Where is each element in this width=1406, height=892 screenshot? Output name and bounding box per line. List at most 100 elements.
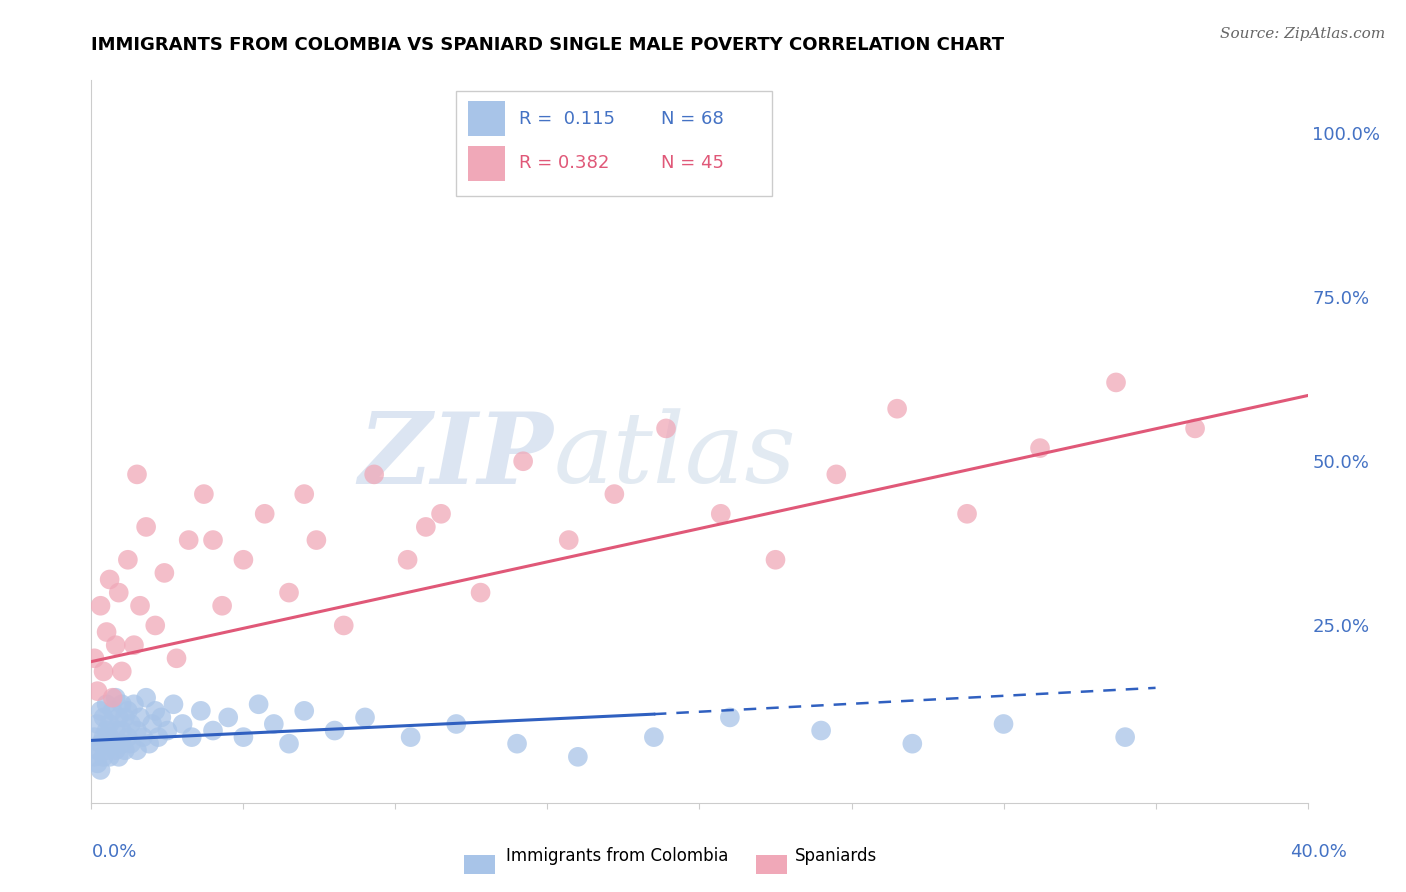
Point	[232, 730, 254, 744]
Point	[150, 710, 173, 724]
Point	[323, 723, 346, 738]
Point	[825, 467, 848, 482]
Point	[96, 698, 118, 712]
Point	[363, 467, 385, 482]
Text: R =  0.115: R = 0.115	[519, 110, 616, 128]
Text: 40.0%: 40.0%	[1291, 843, 1347, 861]
Point	[111, 698, 134, 712]
Point	[114, 710, 136, 724]
Point	[396, 553, 419, 567]
Point	[96, 625, 118, 640]
Point	[138, 737, 160, 751]
Point	[253, 507, 276, 521]
Point	[117, 704, 139, 718]
Point	[444, 717, 467, 731]
Point	[211, 599, 233, 613]
FancyBboxPatch shape	[468, 101, 505, 136]
Point	[643, 730, 665, 744]
Point	[166, 651, 188, 665]
Point	[98, 749, 121, 764]
Point	[111, 737, 134, 751]
Point	[332, 618, 354, 632]
FancyBboxPatch shape	[468, 146, 505, 181]
Point	[148, 730, 170, 744]
Point	[125, 723, 148, 738]
Point	[506, 737, 529, 751]
Point	[86, 743, 108, 757]
Point	[93, 749, 115, 764]
Point	[193, 487, 215, 501]
Point	[129, 599, 152, 613]
Point	[278, 737, 301, 751]
Point	[122, 638, 145, 652]
Point	[111, 665, 134, 679]
Point	[83, 651, 105, 665]
Text: 0.0%: 0.0%	[91, 843, 136, 861]
Point	[1105, 376, 1128, 390]
Point	[247, 698, 270, 712]
Point	[125, 467, 148, 482]
Point	[141, 717, 163, 731]
Point	[886, 401, 908, 416]
Point	[1114, 730, 1136, 744]
Point	[86, 717, 108, 731]
Point	[177, 533, 200, 547]
Point	[156, 723, 179, 738]
Point	[430, 507, 453, 521]
Text: N = 45: N = 45	[661, 154, 724, 172]
Point	[93, 710, 115, 724]
Point	[217, 710, 239, 724]
Point	[153, 566, 176, 580]
Point	[956, 507, 979, 521]
Point	[104, 638, 127, 652]
Point	[143, 618, 166, 632]
Point	[89, 599, 111, 613]
Point	[993, 717, 1015, 731]
Point	[107, 749, 129, 764]
Point	[172, 717, 194, 731]
Point	[558, 533, 581, 547]
Point	[292, 487, 315, 501]
Point	[129, 710, 152, 724]
Point	[125, 743, 148, 757]
Point	[117, 553, 139, 567]
Point	[114, 743, 136, 757]
Point	[202, 533, 225, 547]
Point	[710, 507, 733, 521]
Point	[765, 553, 787, 567]
Point	[101, 704, 124, 718]
Point	[107, 585, 129, 599]
Point	[603, 487, 626, 501]
Point	[93, 730, 115, 744]
Point	[232, 553, 254, 567]
Point	[120, 717, 142, 731]
Text: Spaniards: Spaniards	[794, 847, 876, 865]
Point	[305, 533, 328, 547]
Point	[86, 684, 108, 698]
Text: IMMIGRANTS FROM COLOMBIA VS SPANIARD SINGLE MALE POVERTY CORRELATION CHART: IMMIGRANTS FROM COLOMBIA VS SPANIARD SIN…	[91, 36, 1004, 54]
Text: Immigrants from Colombia: Immigrants from Colombia	[506, 847, 728, 865]
Point	[101, 690, 124, 705]
Point	[1029, 441, 1052, 455]
Point	[83, 730, 105, 744]
Point	[162, 698, 184, 712]
Text: N = 68: N = 68	[661, 110, 723, 128]
Point	[415, 520, 437, 534]
Point	[104, 723, 127, 738]
Point	[399, 730, 422, 744]
Point	[901, 737, 924, 751]
Text: ZIP: ZIP	[359, 408, 554, 504]
Point	[512, 454, 534, 468]
FancyBboxPatch shape	[456, 91, 772, 196]
Point	[263, 717, 285, 731]
Point	[120, 737, 142, 751]
Point	[122, 698, 145, 712]
Point	[135, 520, 157, 534]
Point	[470, 585, 492, 599]
Point	[202, 723, 225, 738]
Text: atlas: atlas	[554, 409, 796, 504]
Point	[278, 585, 301, 599]
Point	[132, 730, 155, 744]
Point	[292, 704, 315, 718]
Point	[93, 665, 115, 679]
